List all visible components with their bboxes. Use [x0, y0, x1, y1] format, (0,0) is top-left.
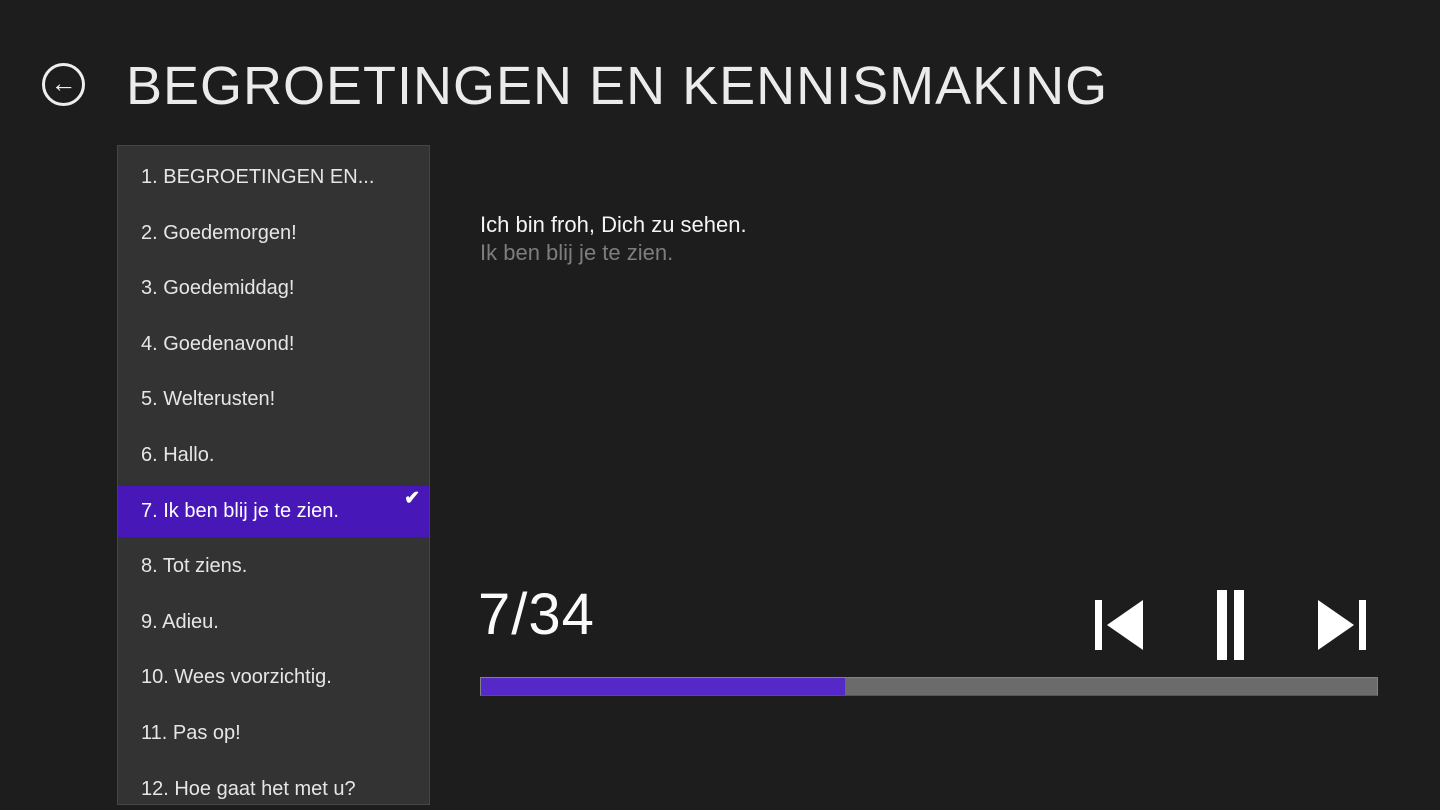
list-item-label: 7. Ik ben blij je te zien. — [141, 499, 339, 522]
back-button[interactable]: ← — [42, 63, 85, 106]
phrase-list: 1. BEGROETINGEN EN... 2. Goedemorgen! 3. G… — [117, 145, 430, 805]
arrow-left-icon: ← — [50, 67, 77, 98]
list-item[interactable]: 6. Hallo. — [118, 430, 429, 481]
skip-next-icon — [1318, 600, 1354, 650]
list-item-label: 3. Goedemiddag! — [141, 277, 295, 300]
list-item-label: 12. Hoe gaat het met u? — [141, 777, 356, 800]
list-item[interactable]: 12. Hoe gaat het met u? — [118, 764, 429, 804]
list-item[interactable]: 5. Welterusten! — [118, 374, 429, 425]
phrase-primary-text: Ich bin froh, Dich zu sehen. — [480, 212, 747, 237]
list-item[interactable]: 1. BEGROETINGEN EN... — [118, 152, 429, 203]
list-item[interactable]: 7. Ik ben blij je te zien. ✔ — [118, 485, 429, 537]
pause-button[interactable] — [1217, 590, 1244, 660]
list-item-label: 5. Welterusten! — [141, 388, 276, 411]
list-item[interactable]: 9. Adieu. — [118, 597, 429, 648]
list-item-label: 2. Goedemorgen! — [141, 221, 297, 244]
list-item-label: 9. Adieu. — [141, 610, 219, 633]
pause-icon — [1217, 590, 1227, 660]
list-item-label: 10. Wees voorzichtig. — [141, 666, 332, 689]
media-controls — [1095, 588, 1366, 662]
list-item-label: 4. Goedenavond! — [141, 332, 295, 355]
list-item[interactable]: 8. Tot ziens. — [118, 541, 429, 592]
progress-bar[interactable] — [480, 677, 1378, 696]
list-item[interactable]: 2. Goedemorgen! — [118, 208, 429, 259]
check-icon: ✔ — [404, 487, 420, 509]
phrase-display: Ich bin froh, Dich zu sehen. Ik ben blij… — [480, 211, 747, 267]
progress-fill — [481, 678, 845, 695]
list-item-label: 6. Hallo. — [141, 443, 215, 466]
list-item[interactable]: 11. Pas op! — [118, 708, 429, 759]
next-button[interactable] — [1318, 600, 1366, 650]
list-item-label: 8. Tot ziens. — [141, 555, 248, 578]
list-item[interactable]: 4. Goedenavond! — [118, 319, 429, 370]
page-title: BEGROETINGEN EN KENNISMAKING — [126, 56, 1109, 116]
list-item-label: 1. BEGROETINGEN EN... — [141, 166, 375, 188]
phrase-secondary-text: Ik ben blij je te zien. — [480, 240, 674, 265]
list-item-label: 11. Pas op! — [141, 721, 241, 744]
list-item[interactable]: 10. Wees voorzichtig. — [118, 652, 429, 703]
track-counter: 7/34 — [478, 582, 595, 647]
skip-previous-icon — [1095, 600, 1102, 650]
previous-button[interactable] — [1095, 600, 1143, 650]
list-item[interactable]: 3. Goedemiddag! — [118, 263, 429, 314]
